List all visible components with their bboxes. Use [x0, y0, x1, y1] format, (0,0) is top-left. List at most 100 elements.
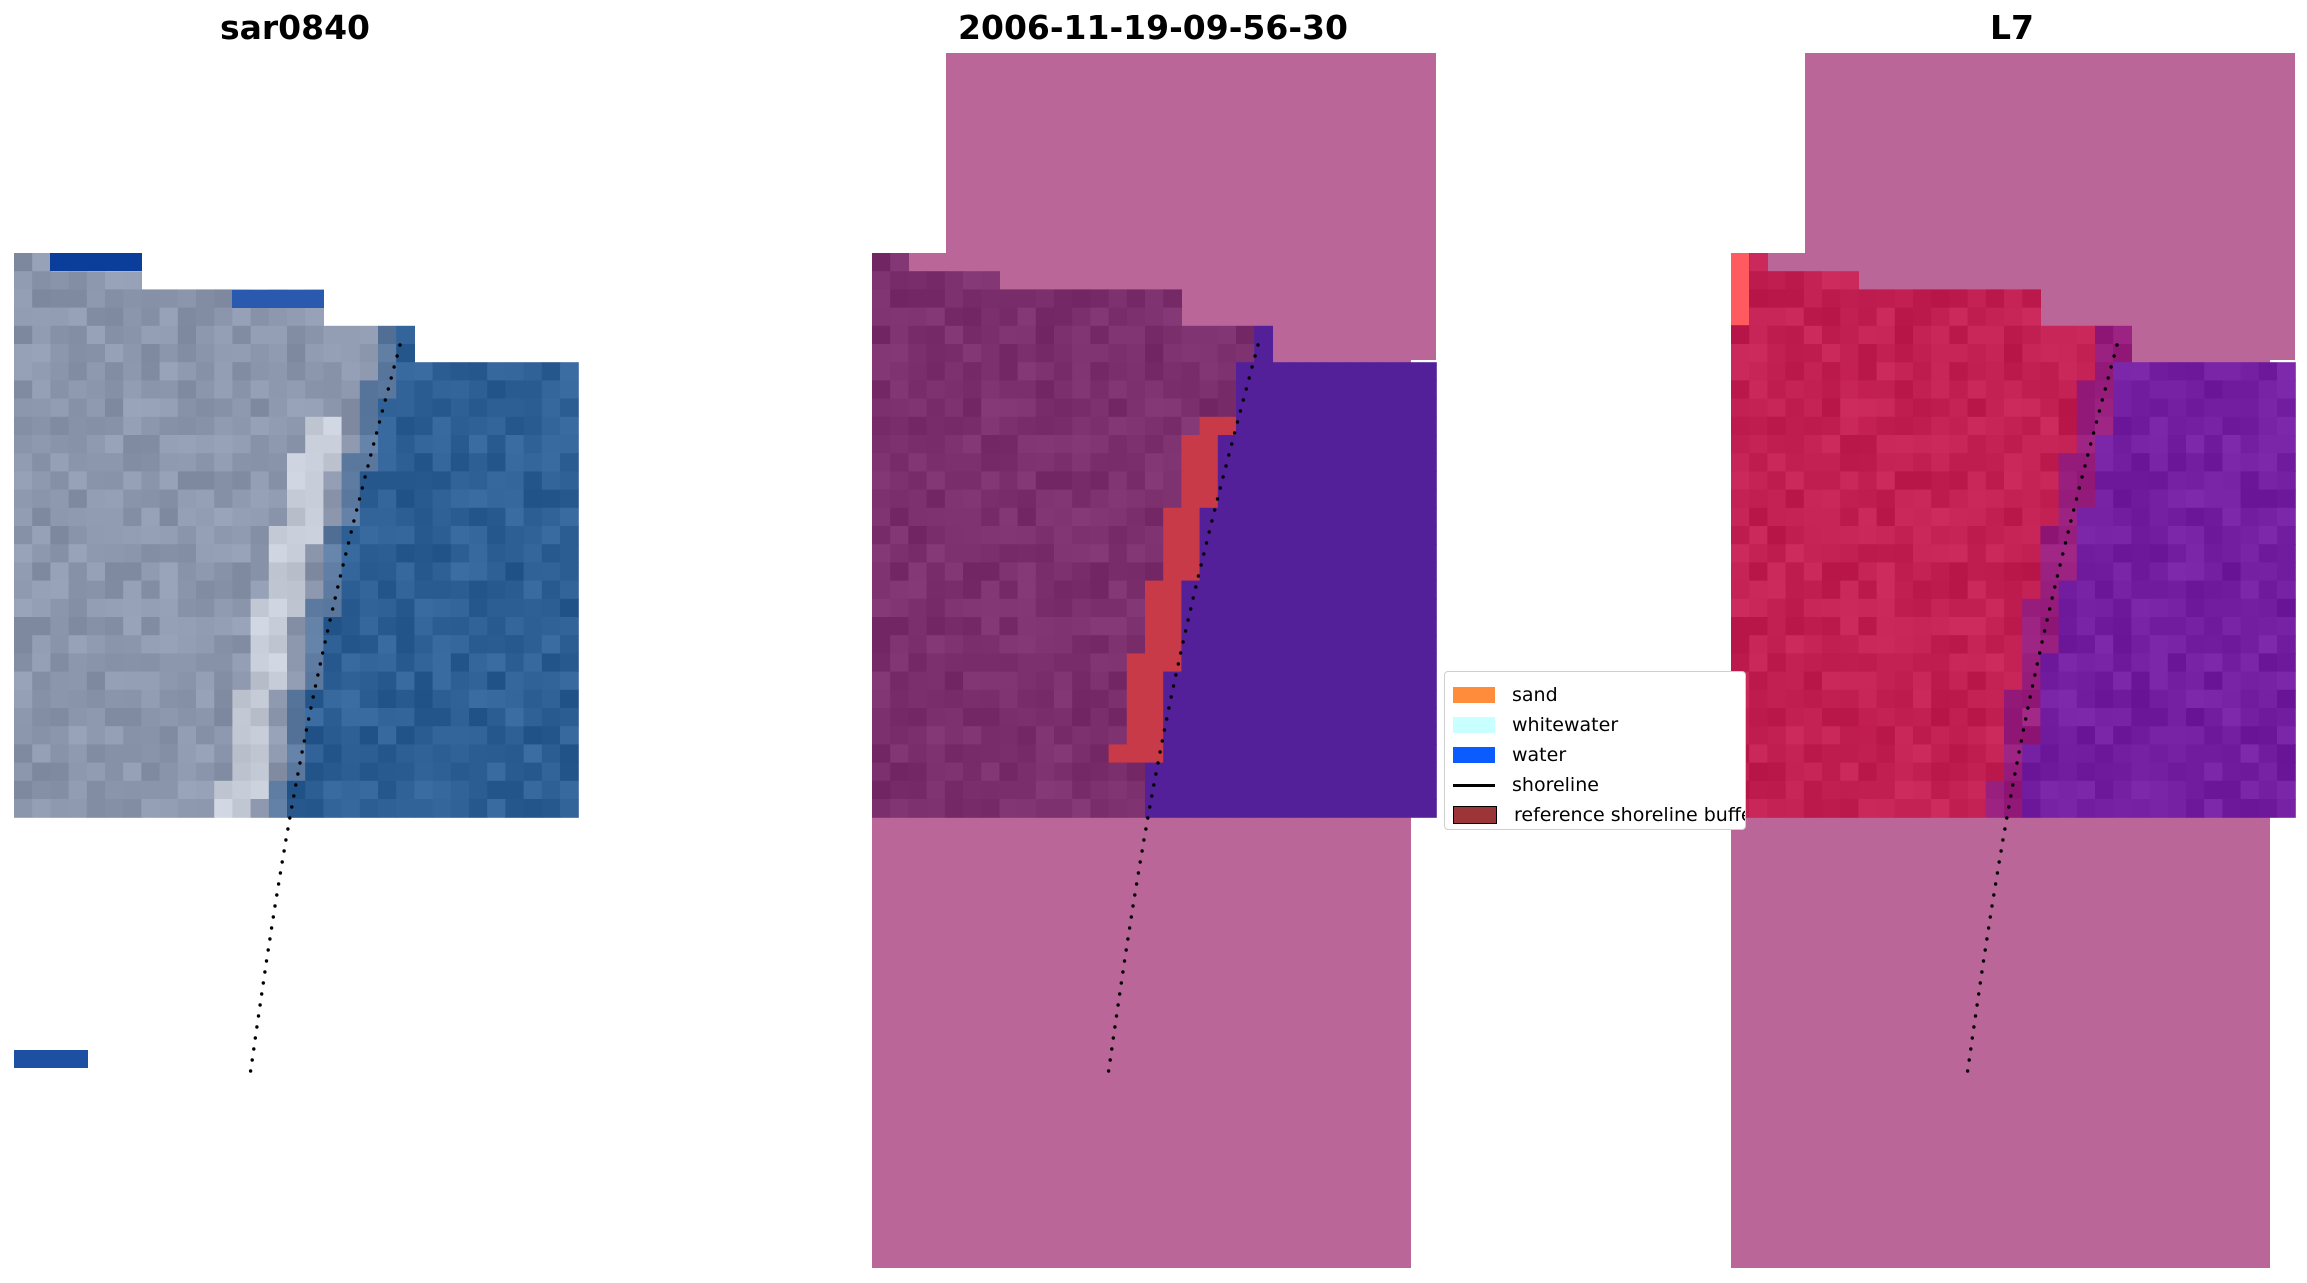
- pixel: [1035, 544, 1055, 563]
- pixel: [963, 762, 982, 782]
- shoreline-point: [2042, 629, 2047, 633]
- pixel: [2058, 325, 2078, 345]
- pixel: [123, 635, 142, 654]
- pixel: [1290, 671, 1310, 691]
- pixel: [196, 416, 215, 436]
- pixel: [159, 344, 179, 363]
- pixel: [1181, 398, 1201, 418]
- pixel: [1035, 325, 1055, 345]
- pixel: [287, 689, 306, 709]
- pixel: [2040, 380, 2060, 400]
- pixel: [1145, 307, 1164, 327]
- pixel: [159, 325, 179, 345]
- pixel: [2004, 580, 2023, 600]
- shoreline-point: [261, 981, 265, 985]
- pixel: [1217, 598, 1237, 618]
- pixel: [469, 562, 488, 582]
- pixel: [1090, 689, 1110, 709]
- pixel: [1949, 380, 1969, 400]
- pixel: [1217, 799, 1237, 818]
- pixel: [1290, 489, 1310, 509]
- pixel: [359, 799, 379, 818]
- pixel: [2040, 726, 2060, 745]
- pixel: [1181, 580, 1201, 600]
- pixel: [2167, 762, 2187, 782]
- pixel: [105, 689, 124, 709]
- pixel: [359, 671, 379, 691]
- pixel: [2240, 653, 2260, 673]
- pixel: [1803, 653, 1823, 673]
- pixel: [1767, 708, 1787, 727]
- shoreline-point: [1210, 519, 1214, 523]
- pixel: [1345, 671, 1364, 691]
- pixel: [890, 653, 909, 673]
- pixel: [32, 380, 51, 400]
- pixel: [1876, 598, 1896, 618]
- shoreline-point: [300, 750, 304, 754]
- pixel: [2113, 489, 2132, 509]
- pixel: [123, 471, 142, 491]
- pixel: [1145, 671, 1164, 691]
- pixel: [2222, 471, 2242, 491]
- pixel: [926, 689, 946, 709]
- pixel: [323, 762, 343, 782]
- pixel: [1418, 435, 1437, 454]
- pixel: [1090, 416, 1110, 436]
- pixel: [872, 453, 891, 472]
- pixel: [1399, 689, 1419, 709]
- pixel: [86, 271, 106, 290]
- pixel: [1017, 398, 1037, 418]
- pixel: [2058, 489, 2078, 509]
- pixel: [1931, 489, 1950, 509]
- edge-strip: [232, 290, 324, 308]
- pixel: [1363, 635, 1383, 654]
- shoreline-point: [278, 871, 283, 875]
- pixel: [890, 562, 909, 582]
- pixel: [1949, 762, 1969, 782]
- shoreline-point: [2026, 706, 2030, 710]
- pixel: [2022, 471, 2041, 491]
- pixel: [1108, 307, 1128, 327]
- pixel: [963, 799, 982, 818]
- pixel: [396, 780, 415, 800]
- pixel: [1931, 325, 1950, 345]
- pixel: [86, 507, 106, 527]
- pixel: [1254, 380, 1273, 400]
- pixel: [287, 708, 306, 727]
- pixel: [872, 689, 891, 709]
- pixel: [450, 362, 470, 381]
- pixel: [1272, 799, 1292, 818]
- pixel: [177, 398, 197, 418]
- pixel: [999, 617, 1019, 636]
- shoreline-point: [2035, 662, 2039, 666]
- pixel: [1749, 416, 1768, 436]
- pixel: [1126, 617, 1146, 636]
- pixel: [1913, 380, 1932, 400]
- pixel: [232, 708, 252, 727]
- pixel: [2113, 344, 2132, 363]
- pixel: [1108, 416, 1128, 436]
- pixel: [1199, 507, 1219, 527]
- pixel: [1985, 617, 2005, 636]
- pixel: [2186, 398, 2205, 418]
- pixel: [1985, 380, 2005, 400]
- pixel: [1803, 799, 1823, 818]
- pixel: [32, 325, 51, 345]
- pixel: [2149, 526, 2169, 545]
- pixel: [2222, 635, 2242, 654]
- shoreline-point: [1146, 816, 1150, 820]
- pixel: [432, 416, 452, 436]
- pixel: [1894, 726, 1914, 745]
- pixel: [1035, 635, 1055, 654]
- pixel: [872, 799, 891, 818]
- pixel: [2131, 617, 2151, 636]
- pixel: [1985, 780, 2005, 800]
- pixel: [196, 289, 215, 309]
- pixel: [2095, 780, 2114, 800]
- pixel: [2004, 526, 2023, 545]
- pixel: [50, 362, 70, 381]
- pixel: [214, 325, 233, 345]
- shoreline-point: [1986, 926, 1991, 930]
- pixel: [1749, 325, 1768, 345]
- pixel: [268, 380, 288, 400]
